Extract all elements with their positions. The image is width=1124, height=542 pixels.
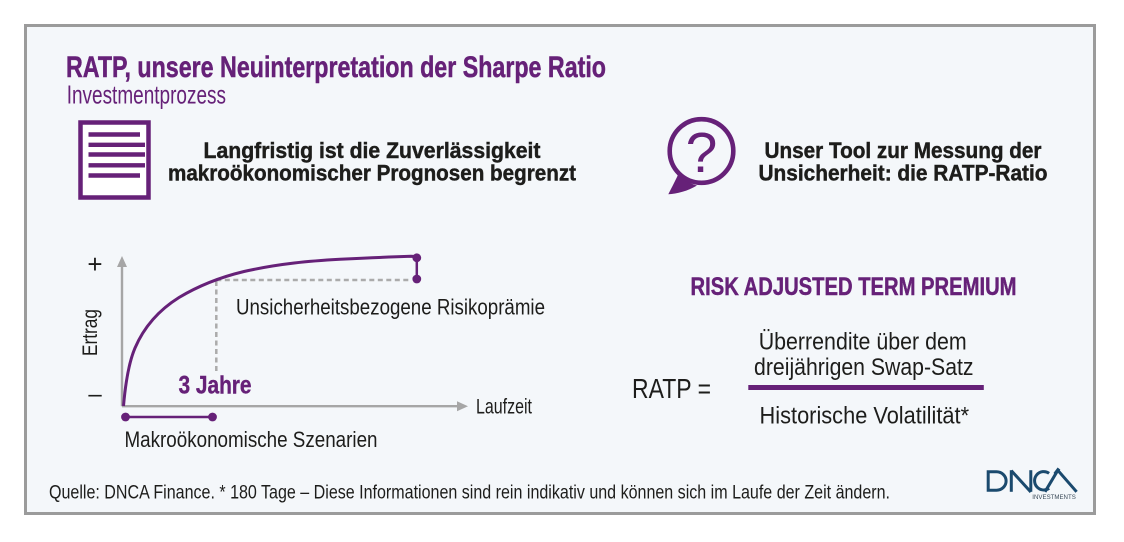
svg-text:Unsicherheitsbezogene Risikopr: Unsicherheitsbezogene Risikoprämie <box>236 295 545 320</box>
svg-text:Überrendite über dem: Überrendite über dem <box>759 329 967 356</box>
svg-text:+: + <box>87 249 102 279</box>
svg-text:RATP, unsere Neuinterpretation: RATP, unsere Neuinterpretation der Sharp… <box>66 51 606 84</box>
svg-text:makroökonomischer Prognosen be: makroökonomischer Prognosen begrenzt <box>168 161 577 186</box>
svg-text:–: – <box>88 381 102 408</box>
svg-text:Quelle: DNCA Finance. * 180 Ta: Quelle: DNCA Finance. * 180 Tage – Diese… <box>49 482 890 503</box>
svg-text:Langfristig ist die Zuverlässi: Langfristig ist die Zuverlässigkeit <box>204 138 542 163</box>
svg-text:?: ? <box>686 121 718 185</box>
svg-text:Ertrag: Ertrag <box>79 309 102 356</box>
svg-text:Makroökonomische Szenarien: Makroökonomische Szenarien <box>125 427 378 452</box>
svg-text:3 Jahre: 3 Jahre <box>179 372 252 400</box>
svg-text:Investmentprozess: Investmentprozess <box>67 80 226 110</box>
svg-text:Unser Tool zur Messung der: Unser Tool zur Messung der <box>765 138 1042 163</box>
svg-text:INVESTMENTS: INVESTMENTS <box>1032 494 1076 501</box>
svg-text:Historische Volatilität*: Historische Volatilität* <box>760 402 970 429</box>
svg-text:dreijährigen Swap-Satz: dreijährigen Swap-Satz <box>754 354 974 381</box>
svg-text:RISK ADJUSTED TERM PREMIUM: RISK ADJUSTED TERM PREMIUM <box>691 273 1017 301</box>
svg-text:RATP =: RATP = <box>632 373 711 404</box>
svg-text:Unsicherheit: die RATP-Ratio: Unsicherheit: die RATP-Ratio <box>759 161 1048 186</box>
svg-text:Laufzeit: Laufzeit <box>476 396 532 419</box>
